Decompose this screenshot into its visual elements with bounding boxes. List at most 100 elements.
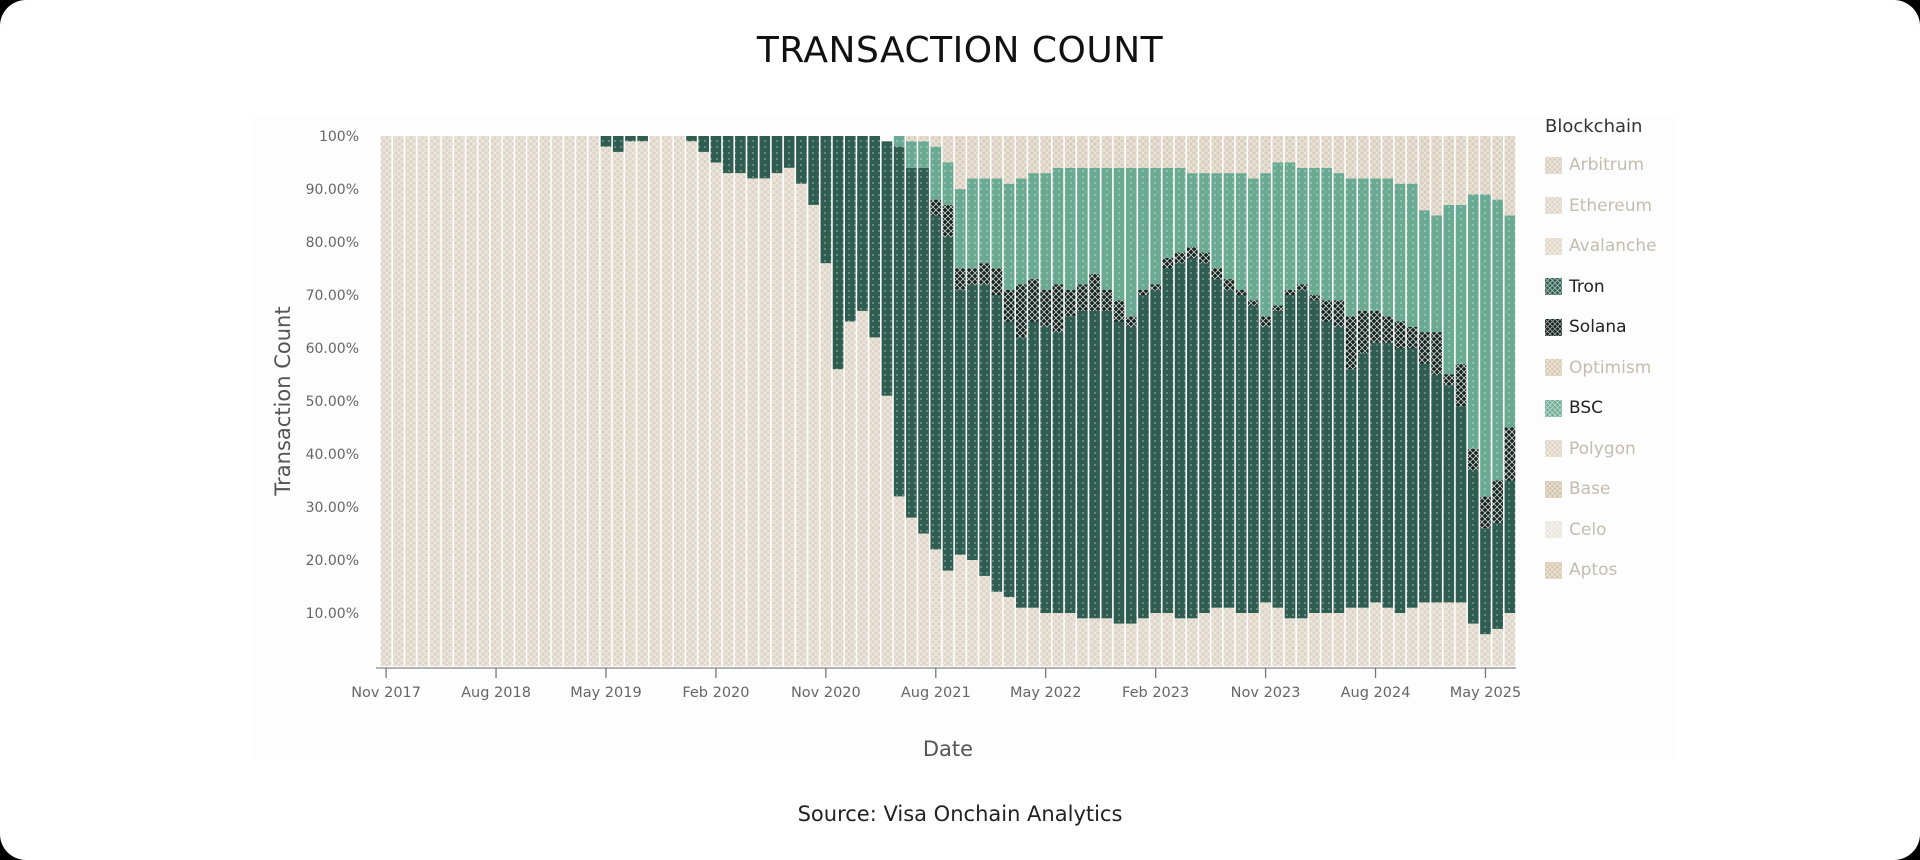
bar-segment-tron — [1003, 321, 1015, 598]
bar-segment-bsc — [1419, 210, 1430, 333]
bar-segment-solana — [1028, 279, 1039, 322]
bar-segment-tron — [747, 136, 758, 179]
bar-segment-solana — [1003, 289, 1015, 322]
bar-segment-ethereum — [1089, 618, 1100, 666]
bar-segment-bsc — [918, 141, 929, 168]
bar-segment-solana — [1125, 316, 1137, 327]
bar-segment-tron — [1504, 480, 1516, 613]
legend-item-avalanche[interactable]: Avalanche — [1545, 226, 1695, 267]
bar-segment-bsc — [893, 136, 905, 147]
bar-segment-tron — [1015, 337, 1027, 608]
bar-segment-bsc — [1113, 167, 1125, 301]
bar-segment-tron — [954, 289, 966, 555]
bar-segment-polygon — [1431, 136, 1442, 216]
bar-segment-ethereum — [1443, 602, 1455, 666]
bar-segment-solana — [1358, 310, 1369, 354]
bar-segment-polygon — [1015, 136, 1027, 179]
legend-item-arbitrum[interactable]: Arbitrum — [1545, 145, 1695, 186]
bar-segment-solana — [1113, 300, 1125, 322]
bar-segment-ethereum — [551, 136, 563, 666]
bar-segment-tron — [637, 136, 648, 142]
axes-layer: 10.00% 20.00% 30.00% 40.00% 50.00% 60.00% 70.0… — [271, 129, 1521, 761]
bar-segment-ethereum — [1064, 613, 1076, 666]
bar-segment-ethereum — [490, 136, 502, 666]
bar-segment-tron — [869, 136, 881, 338]
bar-segment-tron — [1052, 332, 1064, 613]
bar-segment-bsc — [906, 141, 917, 168]
x-tick-label: May 2025 — [1450, 685, 1522, 701]
bars-layer — [380, 136, 1516, 667]
bar-segment-polygon — [1162, 136, 1174, 168]
bar-segment-bsc — [1504, 215, 1516, 428]
bar-segment-tron — [918, 167, 929, 534]
bar-segment-tron — [625, 136, 636, 142]
bar-segment-polygon — [1138, 136, 1149, 168]
x-axis-title: Date — [923, 737, 973, 761]
bar-segment-ethereum — [796, 183, 807, 666]
bar-segment-ethereum — [1455, 602, 1467, 666]
bar-segment-bsc — [1089, 167, 1100, 274]
legend-item-bsc[interactable]: BSC — [1545, 388, 1695, 429]
bar-segment-tron — [1235, 295, 1247, 613]
bar-segment-tron — [1284, 295, 1296, 619]
legend-item-solana[interactable]: Solana — [1545, 307, 1695, 348]
bar-segment-polygon — [1345, 136, 1357, 179]
bar-segment-solana — [1150, 284, 1161, 290]
bar-segment-ethereum — [881, 395, 893, 666]
bar-segment-ethereum — [857, 310, 868, 666]
bar-segment-solana — [1235, 289, 1247, 295]
bar-segment-ethereum — [1199, 613, 1210, 666]
bar-segment-polygon — [979, 136, 990, 179]
bar-segment-ethereum — [1504, 613, 1516, 666]
bar-segment-tron — [1162, 268, 1174, 613]
bar-segment-ethereum — [1125, 623, 1137, 666]
bar-segment-ethereum — [686, 141, 697, 667]
bar-segment-ethereum — [576, 136, 587, 666]
bar-segment-solana — [979, 263, 990, 285]
x-tick-label: May 2022 — [1010, 685, 1082, 701]
bar-segment-ethereum — [1003, 597, 1015, 666]
bar-segment-tron — [612, 136, 624, 152]
legend-item-aptos[interactable]: Aptos — [1545, 550, 1695, 591]
bar-segment-bsc — [1333, 173, 1345, 301]
y-tick-label: 100% — [319, 129, 359, 145]
bar-segment-tron — [1296, 289, 1308, 619]
bar-segment-polygon — [954, 136, 966, 189]
bar-segment-tron — [1028, 321, 1039, 608]
legend-item-ethereum[interactable]: Ethereum — [1545, 186, 1695, 227]
legend: Blockchain Arbitrum Ethereum Avalanche Tron… — [1545, 116, 1695, 591]
bar-segment-tron — [1125, 326, 1137, 624]
bar-segment-polygon — [1028, 136, 1039, 174]
bar-segment-solana — [954, 268, 966, 290]
bar-segment-bsc — [1125, 167, 1137, 317]
bar-segment-polygon — [1406, 136, 1418, 184]
legend-item-celo[interactable]: Celo — [1545, 510, 1695, 551]
legend-item-optimism[interactable]: Optimism — [1545, 348, 1695, 389]
legend-item-polygon[interactable]: Polygon — [1545, 429, 1695, 470]
bar-segment-bsc — [1235, 173, 1247, 290]
bar-segment-polygon — [1186, 136, 1198, 174]
bar-segment-tron — [1174, 263, 1186, 619]
bar-segment-bsc — [1174, 167, 1186, 253]
bar-segment-ethereum — [454, 136, 465, 666]
bar-segment-ethereum — [1101, 618, 1113, 666]
legend-item-tron[interactable]: Tron — [1545, 267, 1695, 308]
bar-segment-ethereum — [1162, 613, 1174, 666]
bar-segment-bsc — [1467, 194, 1479, 449]
bar-segment-ethereum — [820, 263, 832, 666]
bar-segment-tron — [1113, 321, 1125, 624]
bar-segment-solana — [1174, 252, 1186, 264]
y-axis-title: Transaction Count — [271, 306, 295, 496]
bar-segment-ethereum — [771, 173, 783, 666]
bar-segment-ethereum — [967, 560, 978, 666]
legend-label: Polygon — [1569, 438, 1636, 459]
legend-item-base[interactable]: Base — [1545, 469, 1695, 510]
bar-segment-ethereum — [1321, 613, 1332, 666]
bar-segment-bsc — [1284, 162, 1296, 290]
bar-segment-tron — [1199, 263, 1210, 613]
bar-segment-ethereum — [722, 173, 734, 666]
bar-segment-tron — [1492, 522, 1503, 629]
legend-swatch-icon — [1545, 480, 1562, 498]
